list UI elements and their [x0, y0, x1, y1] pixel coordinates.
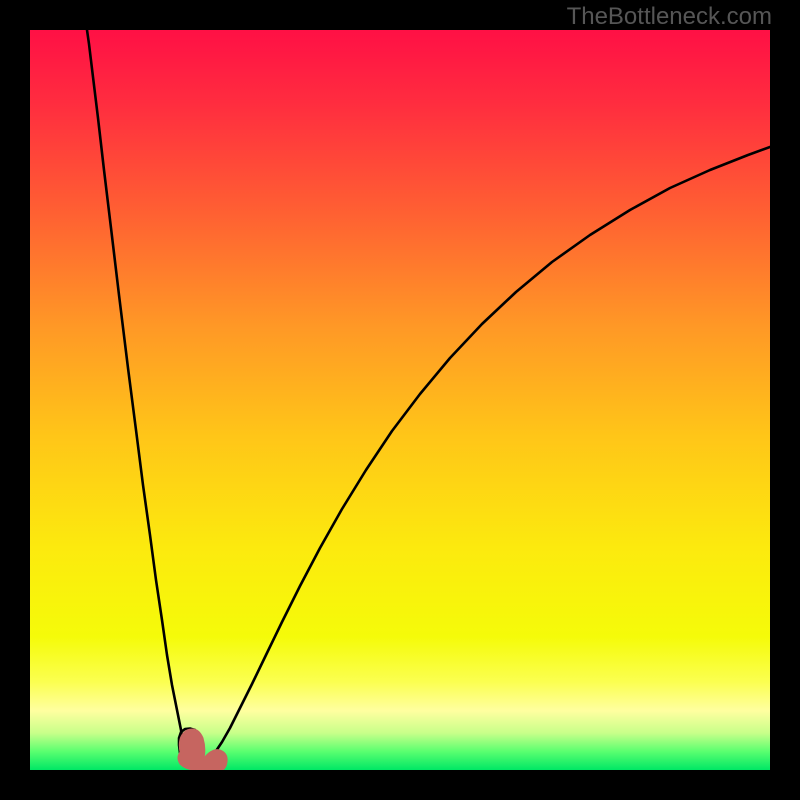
- chart-frame: TheBottleneck.com: [0, 0, 800, 800]
- plot-area: [30, 30, 770, 770]
- gradient-background: [30, 30, 770, 770]
- plot-svg: [30, 30, 770, 770]
- watermark-text: TheBottleneck.com: [567, 3, 772, 31]
